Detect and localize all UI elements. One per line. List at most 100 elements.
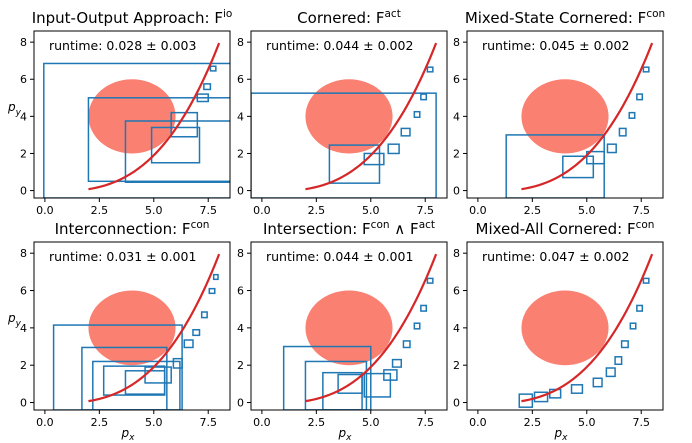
y-tick-label: 0 xyxy=(20,185,27,198)
y-tick-label: 0 xyxy=(237,397,244,410)
subplot-title: Interconnection: Fcon xyxy=(55,219,210,238)
reachable-box xyxy=(614,356,623,366)
trajectory-line xyxy=(305,42,438,191)
trajectory-line xyxy=(521,253,654,403)
axes-frame xyxy=(250,241,448,411)
y-tick-label: 6 xyxy=(237,73,244,86)
reachable-box xyxy=(562,155,595,179)
reachable-box xyxy=(208,287,216,295)
x-tick-label: 5.0 xyxy=(578,416,596,429)
reachable-box xyxy=(420,93,428,101)
reachable-box xyxy=(304,360,368,410)
obstacle-ellipse xyxy=(88,290,176,366)
reachable-box xyxy=(363,372,392,398)
reachable-box xyxy=(383,369,398,381)
x-tick-label: 7.5 xyxy=(416,204,434,217)
x-tick-label: 0.0 xyxy=(253,416,271,429)
plot-area xyxy=(52,253,221,410)
y-tick-label: 6 xyxy=(20,73,27,86)
runtime-label: runtime: 0.028 ± 0.003 xyxy=(49,38,196,53)
obstacle-ellipse xyxy=(305,79,393,154)
x-tick-label: 0.0 xyxy=(469,204,487,217)
reachable-box xyxy=(636,304,644,312)
axes-frame xyxy=(250,30,448,199)
y-tick-label: 0 xyxy=(237,185,244,198)
reachable-box xyxy=(170,111,199,138)
y-tick-label: 8 xyxy=(237,247,244,260)
reachable-box xyxy=(620,340,629,349)
reachable-box xyxy=(413,110,421,119)
axes-frame xyxy=(466,241,664,411)
x-tick-label: 2.5 xyxy=(308,204,326,217)
x-tick-label: 5.0 xyxy=(145,416,163,429)
y-tick-label: 2 xyxy=(453,147,460,160)
y-tick-label: 8 xyxy=(20,36,27,49)
reachable-box xyxy=(570,384,584,394)
trajectory-line xyxy=(88,42,221,191)
reachable-box xyxy=(391,358,403,368)
x-tick-label: 5.0 xyxy=(578,204,596,217)
reachable-box xyxy=(586,150,605,165)
y-tick-label: 8 xyxy=(453,36,460,49)
y-tick-label: 4 xyxy=(20,322,27,335)
trajectory-line xyxy=(88,253,221,403)
y-tick-label: 4 xyxy=(237,322,244,335)
subplot-2: 0.0 2.5 5.0 7.5 0 2 4 6 8 Cornered: Fact runtime: … xyxy=(237,8,448,217)
reachable-box xyxy=(400,127,411,137)
y-tick-label: 6 xyxy=(20,285,27,298)
x-axis-label: px xyxy=(338,426,353,443)
subplot-3: 0.0 2.5 5.0 7.5 0 2 4 6 8 Mixed-State Cornered: F… xyxy=(453,8,665,217)
y-tick-label: 2 xyxy=(20,147,27,160)
reachable-box xyxy=(196,93,209,103)
reachable-box xyxy=(413,322,421,330)
reachable-box xyxy=(533,391,549,403)
reachable-box xyxy=(420,304,428,312)
obstacle-ellipse xyxy=(88,79,176,154)
x-tick-label: 0.0 xyxy=(253,204,271,217)
x-axis-label: px xyxy=(554,426,569,443)
plot-area xyxy=(518,253,654,408)
x-tick-label: 5.0 xyxy=(145,204,163,217)
y-axis-label: py xyxy=(7,311,22,329)
x-tick-label: 7.5 xyxy=(632,204,650,217)
y-tick-label: 2 xyxy=(453,359,460,372)
x-tick-label: 2.5 xyxy=(524,204,542,217)
subplot-5: 0.0 2.5 5.0 7.5 0 2 4 6 8 Intersection: Fcon ∧ Fa… xyxy=(237,219,448,443)
x-tick-label: 2.5 xyxy=(91,416,109,429)
x-tick-label: 5.0 xyxy=(362,204,380,217)
reachable-box xyxy=(628,111,636,119)
reachable-box xyxy=(172,357,183,369)
runtime-label: runtime: 0.031 ± 0.001 xyxy=(49,249,196,264)
y-tick-label: 8 xyxy=(453,247,460,260)
reachable-box xyxy=(426,66,434,73)
trajectory-line xyxy=(305,253,438,403)
reachable-box xyxy=(606,143,617,154)
y-tick-label: 2 xyxy=(20,359,27,372)
y-tick-label: 2 xyxy=(237,147,244,160)
reachable-box xyxy=(505,134,605,198)
reachable-box xyxy=(518,393,534,408)
reachable-box xyxy=(192,328,201,337)
reachable-box xyxy=(618,127,627,137)
subplot-4: 0.0 2.5 5.0 7.5 0 2 4 6 8 Interconnection: Fcon ru… xyxy=(7,219,231,443)
reachable-box xyxy=(200,311,208,319)
x-tick-label: 2.5 xyxy=(524,416,542,429)
reachable-box xyxy=(337,373,363,394)
reachable-box xyxy=(592,377,603,388)
reachable-box xyxy=(209,65,217,72)
x-tick-label: 7.5 xyxy=(199,416,217,429)
reachable-box xyxy=(322,371,363,410)
subplot-title: Cornered: Fact xyxy=(297,8,401,27)
x-tick-label: 0.0 xyxy=(36,204,54,217)
reachable-box xyxy=(92,360,181,410)
reachable-box xyxy=(402,340,411,349)
subplot-title: Input-Output Approach: Fio xyxy=(32,8,233,27)
plot-area xyxy=(282,253,438,410)
subplot-title: Mixed-All Cornered: Fcon xyxy=(476,219,655,238)
reachable-box xyxy=(636,93,644,101)
x-tick-label: 0.0 xyxy=(469,416,487,429)
plot-area xyxy=(251,42,438,198)
obstacle-ellipse xyxy=(521,79,609,154)
axes-frame xyxy=(466,30,664,199)
